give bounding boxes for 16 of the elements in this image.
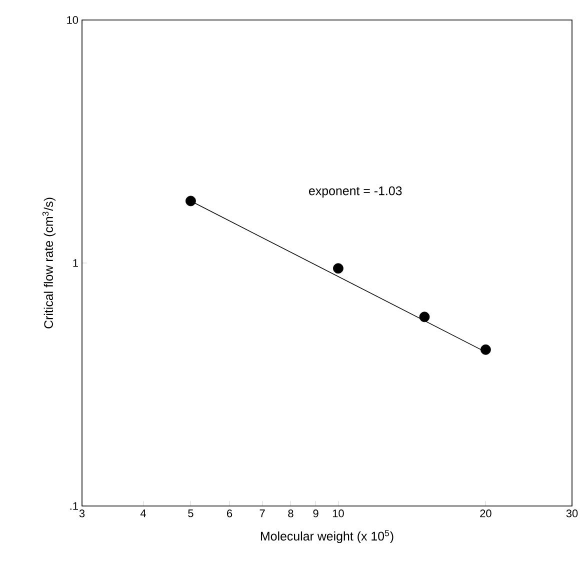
- x-tick-label: 6: [227, 510, 232, 518]
- annotation: exponent = -1.03: [309, 186, 402, 198]
- x-tick-label: 3: [79, 510, 85, 518]
- x-tick-label: 9: [313, 510, 318, 518]
- x-tick-label: 8: [288, 510, 294, 518]
- x-tick-label: 10: [332, 510, 344, 518]
- x-tick-label: 20: [480, 510, 492, 518]
- y-tick-label: 1: [73, 259, 78, 267]
- x-tick-label: 4: [140, 510, 146, 518]
- x-axis-title: Molecular weight (x 10$^{5}$): [260, 530, 394, 544]
- y-axis-title: Critical flow rate (cm$^{3}$/s): [42, 198, 56, 328]
- x-tick-label: 30: [566, 510, 578, 518]
- y-tick-label: 10: [67, 16, 78, 24]
- x-tick-label: 5: [188, 510, 194, 518]
- y-tick-label: .1: [70, 502, 78, 510]
- x-tick-label: 7: [260, 510, 265, 518]
